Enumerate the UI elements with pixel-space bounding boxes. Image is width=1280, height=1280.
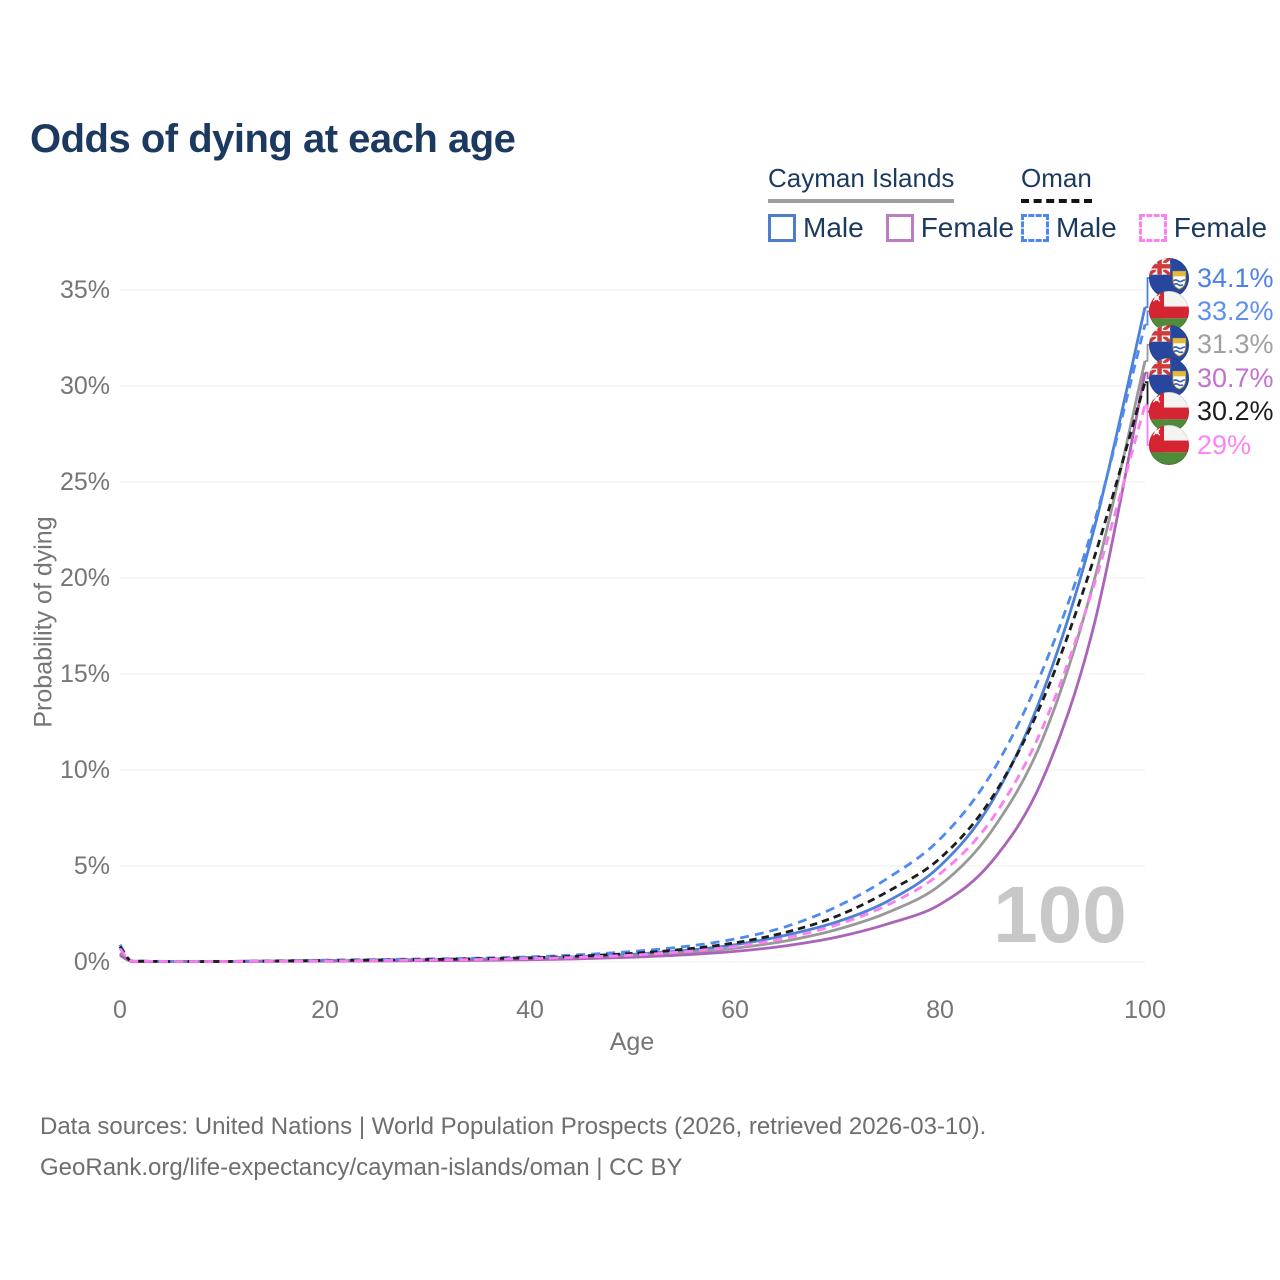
x-tick-40: 40 (516, 996, 544, 1024)
end-label-value: 29% (1197, 429, 1252, 460)
end-label-row-cayman-islands-male: 34.1% (1149, 258, 1274, 298)
legend-swatch-icon (1021, 214, 1049, 242)
end-label-value: 34.1% (1197, 262, 1274, 293)
end-label-row-cayman-islands-both-sexes: 31.3% (1149, 325, 1274, 365)
legend-item-cayman-islands-male: Male (768, 212, 864, 244)
legend-group-cayman-islands: Cayman Islands Male Female (768, 163, 1014, 244)
footer: Data sources: United Nations | World Pop… (40, 1106, 986, 1188)
y-tick-5%: 5% (73, 852, 110, 880)
x-tick-100: 100 (1124, 996, 1166, 1024)
legend-swatch-icon (768, 214, 796, 242)
y-tick-25%: 25% (59, 468, 110, 496)
y-tick-20%: 20% (59, 564, 110, 592)
y-tick-30%: 30% (59, 372, 110, 400)
legend-item-oman-female: Female (1138, 212, 1268, 244)
x-axis-title: Age (609, 1028, 655, 1056)
end-label-value: 33.2% (1197, 295, 1274, 326)
legend-swatch-icon (1138, 214, 1167, 242)
series-line-oman-both-sexes (118, 381, 1147, 963)
series-line-oman-female (118, 404, 1147, 963)
plot-canvas (118, 277, 1151, 963)
y-tick-10%: 10% (59, 756, 110, 784)
oman-flag-icon (1149, 425, 1189, 465)
end-label-row-oman-both-sexes: 30.2% (1149, 392, 1274, 432)
end-label-value: 30.2% (1197, 396, 1274, 427)
legend-item-label: Male (803, 212, 864, 243)
series-line-cayman-islands-both-sexes (119, 360, 1147, 963)
y-tick-35%: 35% (59, 276, 110, 304)
page-title: Odds of dying at each age (30, 116, 516, 161)
end-label-row-oman-male: 33.2% (1149, 291, 1274, 331)
legend-item-cayman-islands-female: Female (885, 212, 1015, 244)
x-tick-20: 20 (311, 996, 339, 1024)
footer-attribution: GeoRank.org/life-expectancy/cayman-islan… (40, 1154, 683, 1181)
y-tick-15%: 15% (59, 660, 110, 688)
x-tick-80: 80 (926, 996, 954, 1024)
watermark-age-100: 100 (993, 870, 1127, 959)
legend-group-label: Oman (1021, 163, 1092, 203)
legend-item-label: Female (920, 212, 1015, 243)
legend-item-label: Female (1173, 212, 1268, 243)
y-tick-0%: 0% (73, 948, 110, 976)
end-label-row-cayman-islands-female: 30.7% (1149, 358, 1274, 398)
end-label-row-oman-female: 29% (1149, 425, 1251, 465)
legend-item-label: Male (1056, 212, 1117, 243)
legend-group-label: Cayman Islands (768, 163, 955, 203)
x-tick-60: 60 (721, 996, 749, 1024)
legend-swatch-icon (885, 214, 914, 242)
x-tick-0: 0 (113, 996, 127, 1024)
legend: Cayman Islands Male Female Oman Male Female (0, 0, 1280, 260)
footer-sources: Data sources: United Nations | World Pop… (40, 1113, 987, 1140)
legend-group-oman: Oman Male Female (1021, 163, 1267, 244)
legend-item-oman-male: Male (1021, 212, 1117, 244)
end-label-value: 31.3% (1197, 329, 1274, 360)
series-line-cayman-islands-female (119, 372, 1147, 963)
end-label-value: 30.7% (1197, 362, 1274, 393)
